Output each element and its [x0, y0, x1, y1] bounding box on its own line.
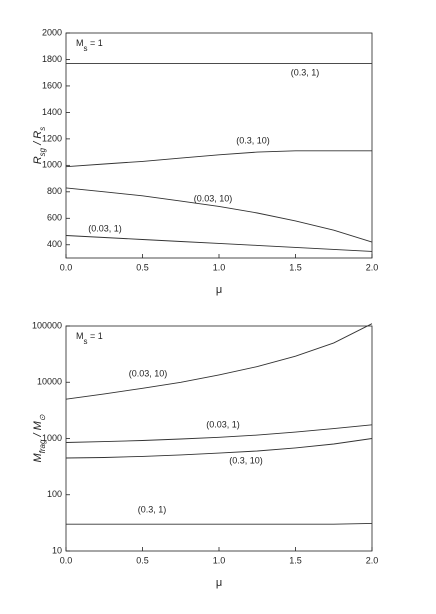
series-label: (0.03, 1): [88, 223, 122, 233]
x-tick-label: 0.5: [136, 262, 149, 272]
series-label: (0.03, 1): [206, 419, 240, 429]
series-label: (0.03, 10): [194, 193, 233, 203]
annotation: Ms = 1: [76, 331, 103, 345]
label-part: M: [32, 420, 44, 430]
y-tick-label: 100: [47, 489, 62, 499]
y-tick-label: 1000: [42, 160, 62, 170]
series-line: [65, 323, 373, 400]
y-tick-label: 800: [47, 186, 62, 196]
x-tick-label: 0.5: [136, 555, 149, 565]
y-axis-label: Rsg / Rs: [32, 127, 47, 165]
series-label: (0.3, 1): [138, 504, 167, 514]
x-tick-label: 2.0: [366, 262, 379, 272]
annotation: Ms = 1: [76, 38, 103, 52]
panel: 10 100 1000 10000 100000 0.0 0.5 1.0 1.5 2.0 μ Mfra…: [32, 320, 378, 589]
y-tick-label: 100000: [32, 320, 62, 330]
series-line: [65, 438, 373, 459]
x-axis-label: μ: [216, 284, 222, 296]
label-part: s: [84, 337, 88, 346]
label-part: = 1: [88, 38, 103, 48]
y-tick-label: 1000: [42, 433, 62, 443]
label-part: R: [32, 156, 44, 164]
y-tick-label: 10: [52, 545, 62, 555]
label-part: ⊙: [38, 414, 47, 421]
label-part: sg: [38, 147, 47, 156]
y-tick-label: 1200: [42, 133, 62, 143]
y-tick-label: 600: [47, 213, 62, 223]
label-part: s: [38, 127, 47, 131]
label-part: M: [32, 453, 44, 463]
series-line: [65, 424, 373, 443]
x-tick-label: 1.0: [213, 555, 226, 565]
series-label: (0.3, 1): [291, 67, 320, 77]
y-tick-label: 1400: [42, 107, 62, 117]
series-label: (0.3, 10): [236, 135, 270, 145]
y-tick-label: 400: [47, 239, 62, 249]
series-label: (0.3, 10): [229, 455, 263, 465]
y-tick-label: 2000: [42, 27, 62, 37]
y-tick-label: 1600: [42, 80, 62, 90]
x-tick-label: 1.5: [289, 262, 302, 272]
panel: 400 600 800 1000 1200 1400 1600 1800 2000 0.0 0.5 1…: [32, 27, 378, 296]
label-part: /: [32, 139, 44, 148]
series-line: [65, 235, 373, 252]
label-part: /: [32, 430, 44, 439]
x-tick-label: 2.0: [366, 555, 379, 565]
label-part: frag: [38, 439, 47, 453]
plot-frame: [65, 325, 373, 552]
x-tick-label: 0.0: [60, 262, 73, 272]
x-tick-label: 1.0: [213, 262, 226, 272]
y-axis-label: Mfrag / M⊙: [32, 414, 47, 462]
series-line: [65, 187, 373, 243]
label-part: = 1: [88, 331, 103, 341]
y-tick-label: 1800: [42, 54, 62, 64]
x-tick-label: 0.0: [60, 555, 73, 565]
series-label: (0.03, 10): [129, 368, 168, 378]
x-axis-label: μ: [216, 577, 222, 589]
label-part: R: [32, 131, 44, 139]
y-tick-label: 10000: [37, 377, 62, 387]
label-part: M: [76, 331, 84, 341]
label-part: M: [76, 38, 84, 48]
series-line: [65, 150, 372, 168]
series-line: [66, 522, 373, 525]
x-tick-label: 1.5: [289, 555, 302, 565]
label-part: s: [84, 44, 88, 53]
